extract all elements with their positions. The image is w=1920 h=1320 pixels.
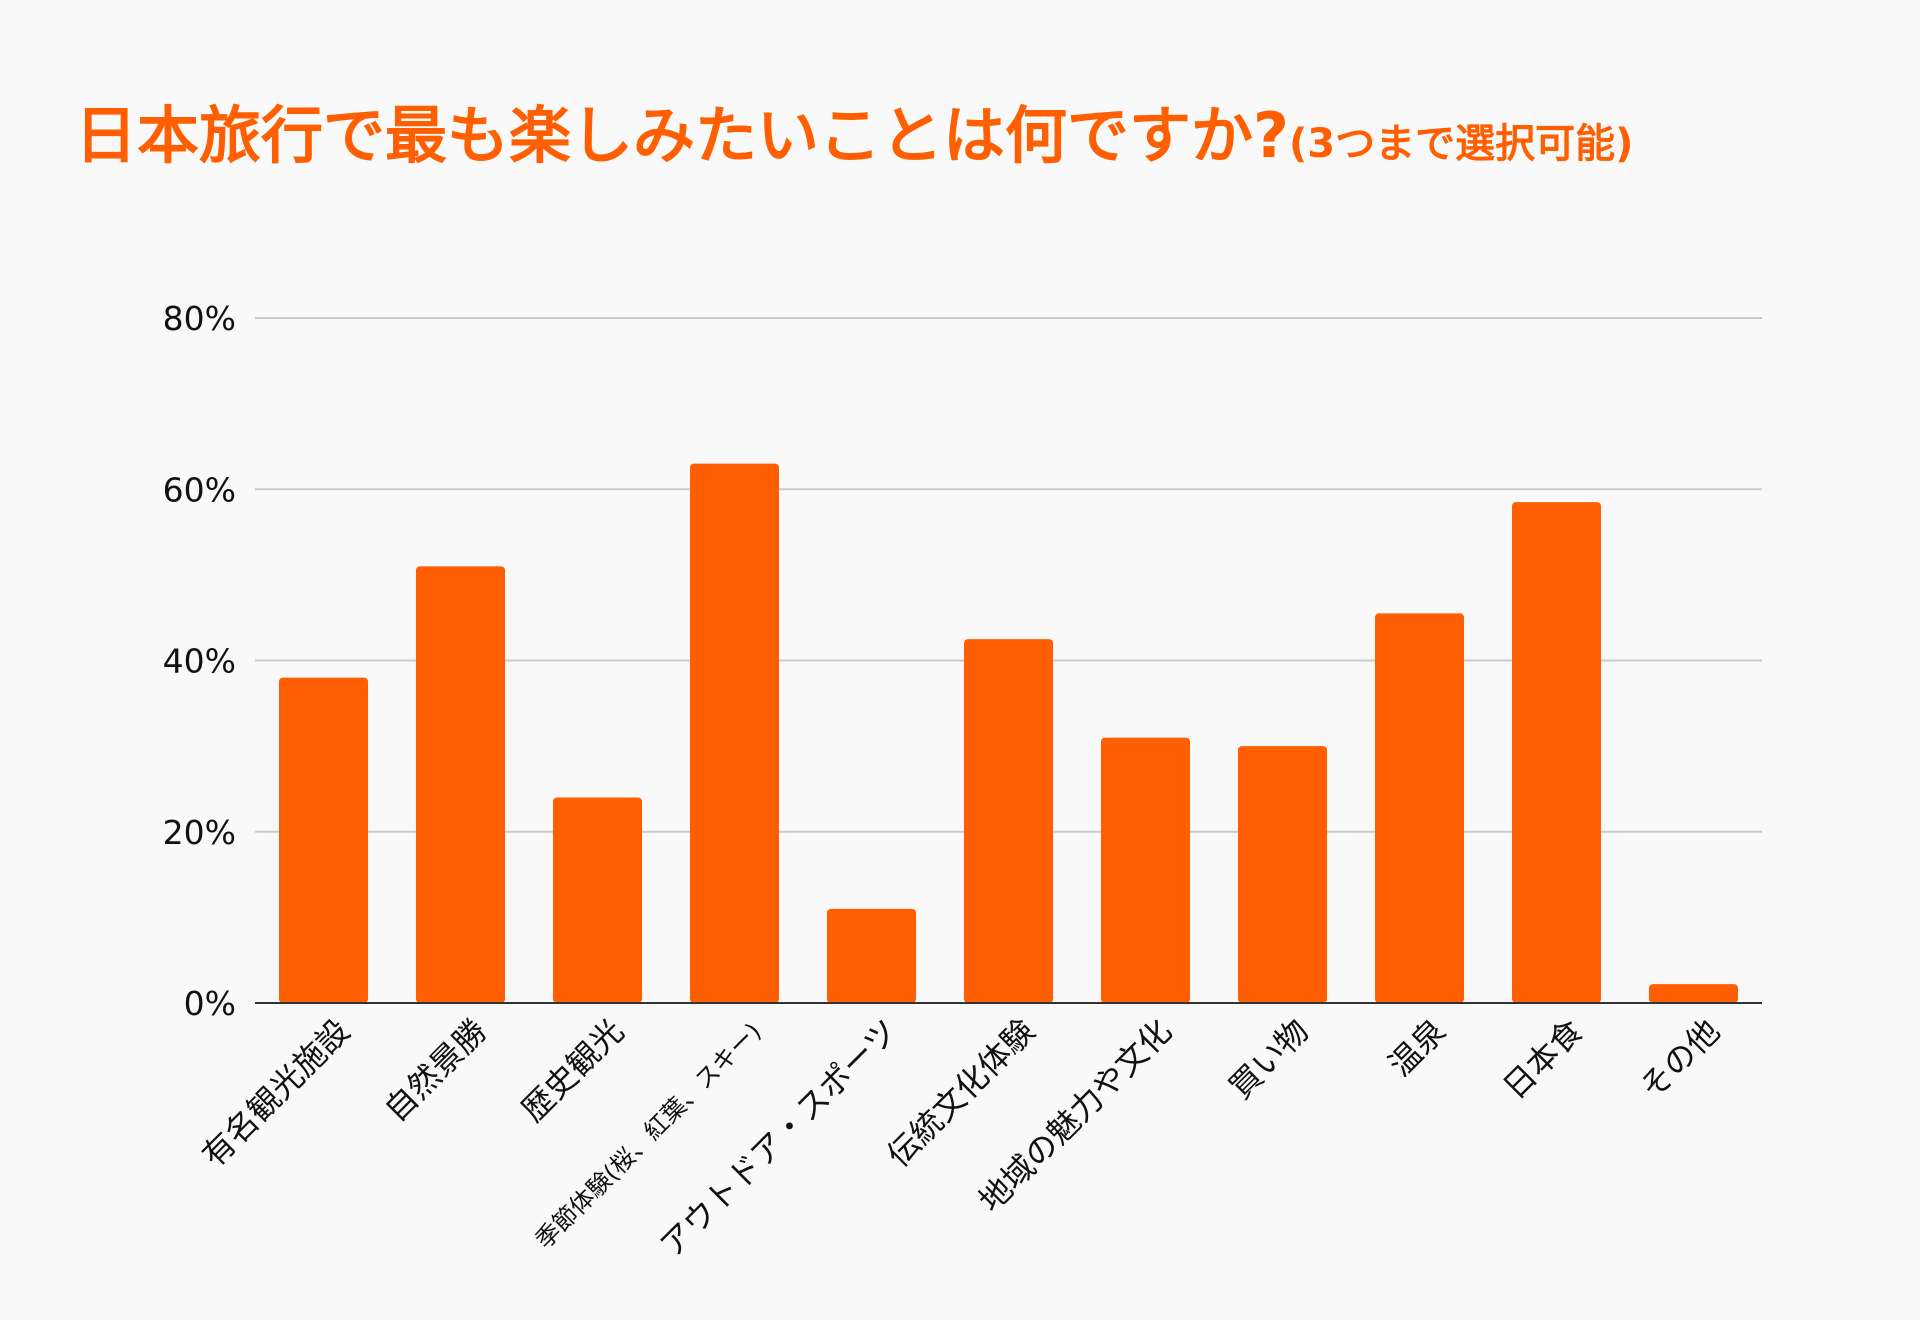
y-tick-label: 20% (163, 813, 236, 852)
bars (278, 463, 1739, 1003)
y-axis-ticks: 0% 20% 40% 60% 80% (163, 299, 236, 1023)
bar (1511, 502, 1602, 1003)
bar (278, 677, 369, 1003)
bar (1100, 737, 1191, 1003)
title-subtitle: (3つまで選択可能) (1288, 121, 1634, 167)
y-tick-label: 60% (163, 470, 236, 509)
x-tick-label: 温泉 (1381, 1012, 1453, 1084)
y-tick-label: 0% (184, 984, 236, 1023)
title-main: 日本旅行で最も楽しみたいことは何ですか? (75, 99, 1289, 172)
x-tick-label: 歴史観光 (514, 1012, 631, 1129)
x-tick-label: 自然景勝 (377, 1012, 494, 1129)
bar (689, 463, 780, 1003)
chart-title: 日本旅行で最も楽しみたいことは何ですか?(3つまで選択可能) (75, 100, 1633, 171)
x-axis-labels: 有名観光施設 自然景勝 歴史観光季節体験(桜、紅葉、スキー)アウトドア・スポーツ伝統… (195, 1012, 1728, 1265)
y-tick-label: 80% (163, 299, 236, 338)
x-tick-label: 有名観光施設 (195, 1012, 358, 1175)
y-tick-label: 40% (163, 642, 236, 681)
x-tick-label: アウトドア・スポーツ (652, 1012, 905, 1265)
bar (415, 566, 506, 1003)
bar (963, 639, 1054, 1003)
bar (826, 908, 917, 1003)
x-tick-label: 買い物 (1221, 1012, 1316, 1107)
bar (1237, 746, 1328, 1003)
bar (1648, 984, 1739, 1003)
bar (1374, 613, 1465, 1003)
bar (552, 797, 643, 1003)
x-tick-label: その他 (1632, 1012, 1727, 1107)
x-tick-label: 日本食 (1495, 1012, 1590, 1107)
